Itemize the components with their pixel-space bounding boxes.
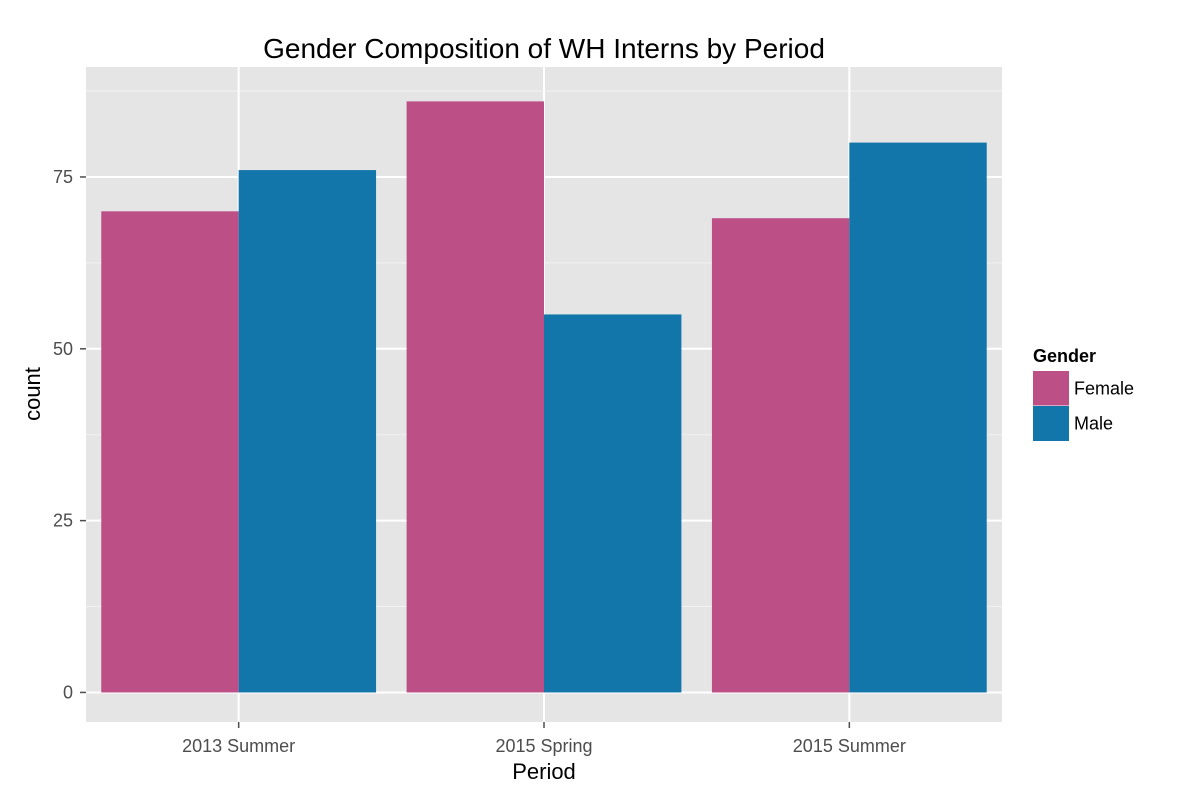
chart-title: Gender Composition of WH Interns by Peri… [263,33,825,64]
bar-female-1 [101,211,239,693]
y-axis-title: count [20,367,45,421]
legend-label-male: Male [1074,414,1113,434]
legend-title: Gender [1033,346,1096,366]
bar-male-1 [238,170,377,693]
bar-male-3 [849,142,987,693]
legend-swatch-female [1033,371,1069,406]
y-tick-label: 25 [53,511,73,531]
bars-group [101,101,987,693]
x-axis-title: Period [512,759,576,784]
bar-male-2 [544,314,682,693]
y-axis: 0 25 50 75 [53,167,86,702]
x-tick-label: 2015 Spring [495,736,592,756]
x-tick-label: 2015 Summer [793,736,906,756]
y-tick-label: 75 [53,167,73,187]
bar-female-2 [406,101,544,693]
bar-female-3 [711,218,850,693]
x-axis: 2013 Summer 2015 Spring 2015 Summer [182,722,906,756]
legend: Gender Female Male [1032,346,1134,442]
y-tick-label: 50 [53,339,73,359]
legend-items: Female Male [1032,370,1134,442]
y-tick-label: 0 [63,682,73,702]
x-tick-label: 2013 Summer [182,736,295,756]
legend-label-female: Female [1074,379,1134,399]
legend-swatch-male [1033,406,1069,441]
